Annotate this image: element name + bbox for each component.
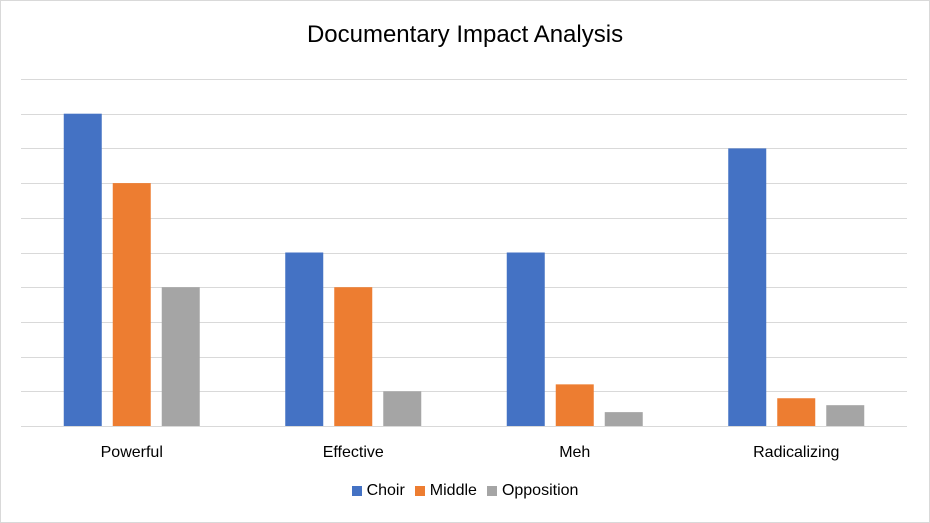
category-labels: Powerful Effective Meh Radicalizing [101, 444, 840, 461]
legend-label: Middle [429, 482, 477, 499]
chart-title: Documentary Impact Analysis [306, 21, 624, 48]
category-label: Meh [559, 444, 590, 461]
bar-choir-radicalizing [728, 148, 767, 426]
legend-swatch [414, 486, 425, 496]
legend-label: Opposition [501, 482, 579, 499]
bar-middle-meh [555, 384, 594, 426]
bars [63, 113, 865, 426]
bar-opposition-radicalizing [826, 405, 865, 426]
category-label: Powerful [101, 444, 163, 461]
bar-middle-radicalizing [777, 398, 816, 426]
bar-middle-effective [334, 287, 373, 426]
legend-item-opposition: Opposition [486, 482, 579, 500]
bar-opposition-meh [604, 412, 643, 426]
category-label: Radicalizing [753, 444, 839, 461]
legend-label: Choir [366, 482, 405, 499]
legend: Choir Middle Opposition [1, 482, 929, 500]
legend-swatch [351, 486, 362, 496]
bar-middle-powerful [112, 183, 151, 426]
legend-swatch [486, 486, 497, 496]
legend-item-middle: Middle [414, 482, 477, 500]
gridlines [21, 79, 907, 427]
bar-choir-meh [506, 252, 545, 426]
bar-choir-effective [285, 252, 324, 426]
bar-opposition-effective [383, 391, 422, 426]
bar-opposition-powerful [161, 287, 200, 426]
category-label: Effective [323, 444, 384, 461]
bar-choir-powerful [63, 113, 102, 426]
legend-item-choir: Choir [351, 482, 405, 500]
